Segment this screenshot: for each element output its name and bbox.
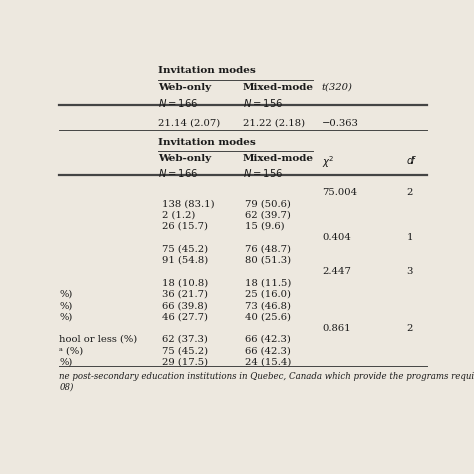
Text: t(320): t(320) xyxy=(322,83,353,92)
Text: $N = 166$: $N = 166$ xyxy=(158,97,199,109)
Text: %): %) xyxy=(59,357,73,366)
Text: $N = 156$: $N = 156$ xyxy=(243,167,283,180)
Text: 18 (11.5): 18 (11.5) xyxy=(245,278,291,287)
Text: 21.14 (2.07): 21.14 (2.07) xyxy=(158,118,221,128)
Text: 75 (45.2): 75 (45.2) xyxy=(162,245,208,254)
Text: Web-only: Web-only xyxy=(158,155,211,164)
Text: Invitation modes: Invitation modes xyxy=(158,138,256,147)
Text: 2 (1.2): 2 (1.2) xyxy=(162,210,195,219)
Text: −0.363: −0.363 xyxy=(322,118,359,128)
Text: 80 (51.3): 80 (51.3) xyxy=(245,256,291,265)
Text: hool or less (%): hool or less (%) xyxy=(59,335,137,344)
Text: 15 (9.6): 15 (9.6) xyxy=(245,222,284,231)
Text: 25 (16.0): 25 (16.0) xyxy=(245,290,291,299)
Text: 138 (83.1): 138 (83.1) xyxy=(162,199,215,208)
Text: 26 (15.7): 26 (15.7) xyxy=(162,222,208,231)
Text: 3: 3 xyxy=(406,267,413,276)
Text: 40 (25.6): 40 (25.6) xyxy=(245,312,291,321)
Text: 2: 2 xyxy=(406,324,413,333)
Text: 76 (48.7): 76 (48.7) xyxy=(245,245,291,254)
Text: 1: 1 xyxy=(406,233,413,242)
Text: 73 (46.8): 73 (46.8) xyxy=(245,301,291,310)
Text: 2: 2 xyxy=(406,188,413,197)
Text: 36 (21.7): 36 (21.7) xyxy=(162,290,208,299)
Text: 66 (42.3): 66 (42.3) xyxy=(245,346,291,356)
Text: Invitation modes: Invitation modes xyxy=(158,66,256,75)
Text: Mixed-mode: Mixed-mode xyxy=(243,83,314,92)
Text: Web-only: Web-only xyxy=(158,83,211,92)
Text: 75.004: 75.004 xyxy=(322,188,357,197)
Text: 66 (42.3): 66 (42.3) xyxy=(245,335,291,344)
Text: 62 (37.3): 62 (37.3) xyxy=(162,335,208,344)
Text: %): %) xyxy=(59,312,73,321)
Text: %): %) xyxy=(59,290,73,299)
Text: 0.404: 0.404 xyxy=(322,233,351,242)
Text: $N = 166$: $N = 166$ xyxy=(158,167,199,180)
Text: 66 (39.8): 66 (39.8) xyxy=(162,301,208,310)
Text: 0.861: 0.861 xyxy=(322,324,351,333)
Text: 91 (54.8): 91 (54.8) xyxy=(162,256,209,265)
Text: ne post-secondary education institutions in Quebec, Canada which provide the pro: ne post-secondary education institutions… xyxy=(59,372,474,381)
Text: $d\!f$: $d\!f$ xyxy=(406,155,418,166)
Text: 24 (15.4): 24 (15.4) xyxy=(245,357,291,366)
Text: 75 (45.2): 75 (45.2) xyxy=(162,346,208,356)
Text: %): %) xyxy=(59,301,73,310)
Text: 21.22 (2.18): 21.22 (2.18) xyxy=(243,118,305,128)
Text: 08): 08) xyxy=(59,383,73,392)
Text: 18 (10.8): 18 (10.8) xyxy=(162,278,209,287)
Text: 62 (39.7): 62 (39.7) xyxy=(245,210,291,219)
Text: 2.447: 2.447 xyxy=(322,267,351,276)
Text: 46 (27.7): 46 (27.7) xyxy=(162,312,208,321)
Text: 29 (17.5): 29 (17.5) xyxy=(162,357,208,366)
Text: $N = 156$: $N = 156$ xyxy=(243,97,283,109)
Text: 79 (50.6): 79 (50.6) xyxy=(245,199,291,208)
Text: $\chi^2$: $\chi^2$ xyxy=(322,155,335,170)
Text: ᵃ (%): ᵃ (%) xyxy=(59,346,83,356)
Text: Mixed-mode: Mixed-mode xyxy=(243,155,314,164)
